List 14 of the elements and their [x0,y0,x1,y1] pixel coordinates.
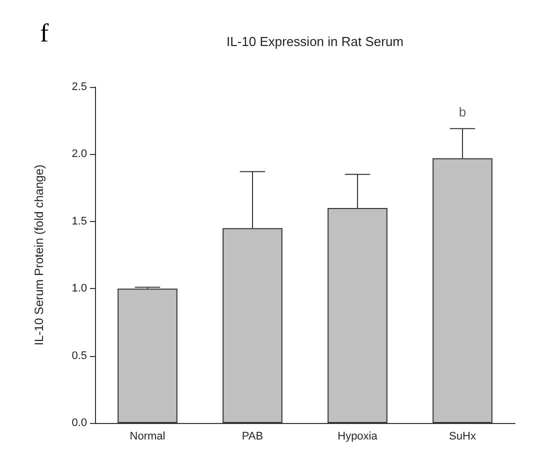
y-axis-title: IL-10 Serum Protein (fold change) [32,164,46,346]
y-tick-label: 1.0 [72,282,87,295]
y-tick-label: 2.0 [72,148,87,160]
text: f [40,18,49,48]
y-tick-label: 1.5 [72,215,87,228]
annotation: b [458,104,466,120]
x-tick-label: Normal [130,430,166,442]
x-tick-label: SuHx [449,430,476,442]
y-tick-label: 0.5 [72,350,87,362]
y-tick-label: 2.5 [72,81,87,93]
y-tick-label: 0.0 [72,417,87,429]
x-tick-label: PAB [242,430,264,442]
chart-title: IL-10 Expression in Rat Serum [226,34,404,49]
x-tick-label: Hypoxia [338,430,378,442]
